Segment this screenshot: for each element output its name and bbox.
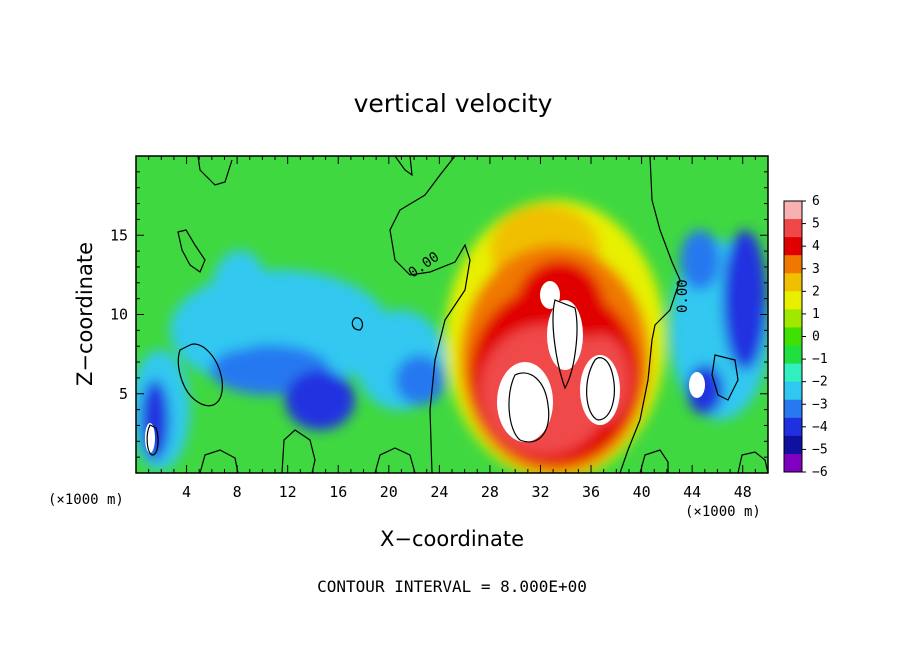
colorbar-swatch [784,219,802,238]
colorbar-swatch [784,309,802,328]
x-tick-label: 12 [279,483,297,501]
y-tick-label: 15 [110,226,128,244]
colorbar-swatch [784,273,802,292]
colorbar-swatch [784,237,802,256]
colorbar-swatch [784,453,802,473]
colorbar-label: −2 [812,375,828,390]
x-tick-label: 36 [582,483,600,501]
colorbar-swatch [784,417,802,437]
colorbar-label: 1 [812,307,820,322]
heatmap-field: 0.00 0.00 [136,156,768,473]
colorbar-swatch [784,201,802,220]
chart-title: vertical velocity [354,89,553,118]
x-tick-label: 40 [633,483,651,501]
colorbar-label: 3 [812,262,820,277]
colorbar-label: 4 [812,239,820,254]
contour-zero-central [389,156,471,473]
x-tick-label: 16 [329,483,347,501]
updraft-max-3 [547,300,583,370]
x-tick-label: 8 [233,483,242,501]
x-unit-right: (×1000 m) [685,504,761,520]
x-tick-label: 32 [531,483,549,501]
colorbar-label: 5 [812,217,820,232]
y-tick-label: 5 [119,385,128,403]
colorbar-swatch [784,327,802,347]
x-tick-label: 20 [380,483,398,501]
colorbar-swatch [784,291,802,310]
x-tick-label: 28 [481,483,499,501]
colorbar-label: −6 [812,465,828,480]
colorbar-label: −1 [812,352,828,367]
colorbar-label: −4 [812,420,828,435]
colorbar-swatch [784,345,802,365]
x-tick-label: 48 [734,483,752,501]
colorbar-label: 0 [812,330,820,345]
x-tick-label: 24 [430,483,448,501]
x-tick-label: 44 [683,483,701,501]
colorbar-swatch [784,381,802,401]
colorbar-swatch [784,435,802,455]
contour-interval-text: CONTOUR INTERVAL = 8.000E+00 [317,577,587,596]
colorbar-label: −3 [812,397,828,412]
y-axis-label: Z−coordinate [73,242,97,386]
x-axis-label: X−coordinate [380,527,524,551]
x-axis: 4 8 12 16 20 24 28 32 36 40 44 48 [135,156,769,501]
colorbar-swatch [784,255,802,274]
colorbar-swatch [784,363,802,383]
colorbar-label: 2 [812,284,820,299]
colorbar-label: 6 [812,194,820,209]
colorbar: 6 5 4 3 2 1 0 −1 −2 −3 −4 −5 −6 [783,194,828,480]
x-tick-label: 4 [182,483,191,501]
y-tick-label: 10 [110,306,128,324]
x-unit-left: (×1000 m) [48,492,124,508]
y-axis: 5 10 15 [110,155,768,474]
contour-label-2: 0.00 [675,279,691,313]
updraft-max-4 [689,372,705,398]
updraft-max-2 [580,355,620,425]
updraft-max-1 [497,362,553,442]
colorbar-swatch [784,399,802,419]
colorbar-label: −5 [812,442,828,457]
